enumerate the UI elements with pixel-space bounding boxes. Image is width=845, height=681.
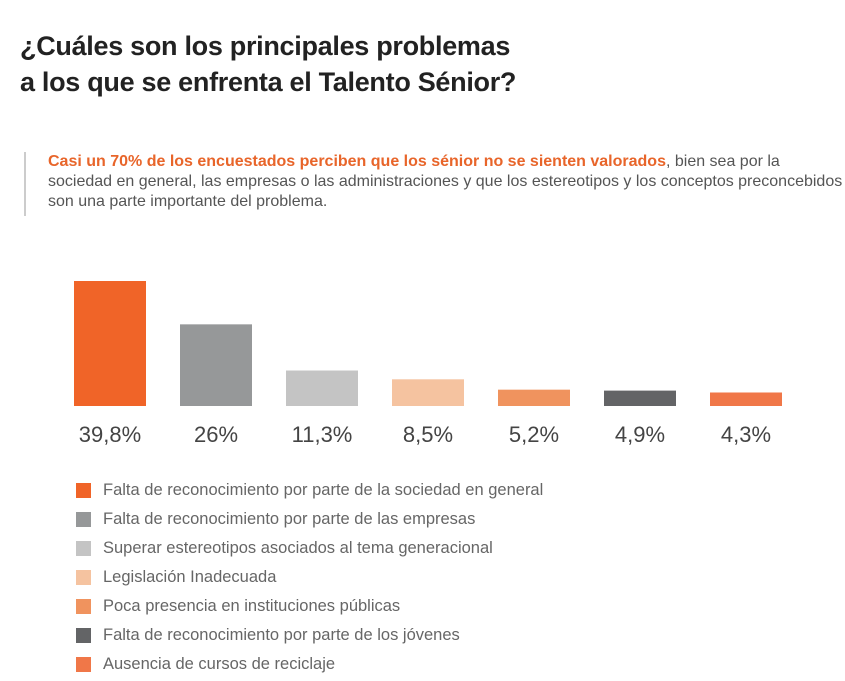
legend-item: Legislación Inadecuada	[76, 563, 543, 592]
legend-label: Ausencia de cursos de reciclaje	[103, 655, 336, 673]
legend-label: Falta de reconocimiento por parte de las…	[103, 510, 476, 528]
bar	[710, 392, 782, 406]
legend-label: Falta de reconocimiento por parte de la …	[103, 481, 544, 499]
bar	[392, 379, 464, 406]
data-label: 39,8%	[79, 422, 141, 447]
bar	[286, 370, 358, 406]
legend: Falta de reconocimiento por parte de la …	[76, 476, 543, 679]
legend-item: Superar estereotipos asociados al tema g…	[76, 534, 543, 563]
legend-swatch	[76, 512, 91, 527]
bar	[604, 390, 676, 406]
legend-item: Poca presencia en instituciones públicas	[76, 592, 543, 621]
legend-label: Falta de reconocimiento por parte de los…	[103, 626, 460, 644]
legend-item: Falta de reconocimiento por parte de la …	[76, 476, 543, 505]
bar	[180, 324, 252, 406]
data-label: 26%	[194, 422, 238, 447]
data-label: 5,2%	[509, 422, 559, 447]
page-title: ¿Cuáles son los principales problemas a …	[20, 28, 516, 100]
legend-item: Falta de reconocimiento por parte de las…	[76, 505, 543, 534]
data-label: 11,3%	[292, 422, 353, 447]
legend-label: Superar estereotipos asociados al tema g…	[103, 539, 493, 557]
quote-highlight: Casi un 70% de los encuestados perciben …	[48, 153, 666, 170]
bar	[498, 389, 570, 406]
title-line-2: a los que se enfrenta el Talento Sénior?	[20, 67, 517, 97]
summary-quote: Casi un 70% de los encuestados perciben …	[24, 152, 845, 216]
legend-item: Falta de reconocimiento por parte de los…	[76, 621, 543, 650]
quote-text: , bien sea por la sociedad en general, l…	[48, 153, 843, 210]
data-label: 8,5%	[403, 422, 453, 447]
bar-chart: 39,8% 26% 11,3% 8,5% 5,2% 4,9% 4,3%	[74, 281, 782, 447]
legend-label: Poca presencia en instituciones públicas	[103, 597, 401, 615]
legend-swatch	[76, 657, 91, 672]
title-line-1: ¿Cuáles son los principales problemas	[20, 31, 511, 61]
legend-swatch	[76, 599, 91, 614]
data-label: 4,3%	[721, 422, 771, 447]
legend-swatch	[76, 570, 91, 585]
legend-label: Legislación Inadecuada	[103, 568, 277, 586]
bar	[74, 281, 146, 406]
legend-swatch	[76, 483, 91, 498]
legend-swatch	[76, 628, 91, 643]
data-label: 4,9%	[615, 422, 665, 447]
legend-item: Ausencia de cursos de reciclaje	[76, 650, 543, 679]
legend-swatch	[76, 541, 91, 556]
